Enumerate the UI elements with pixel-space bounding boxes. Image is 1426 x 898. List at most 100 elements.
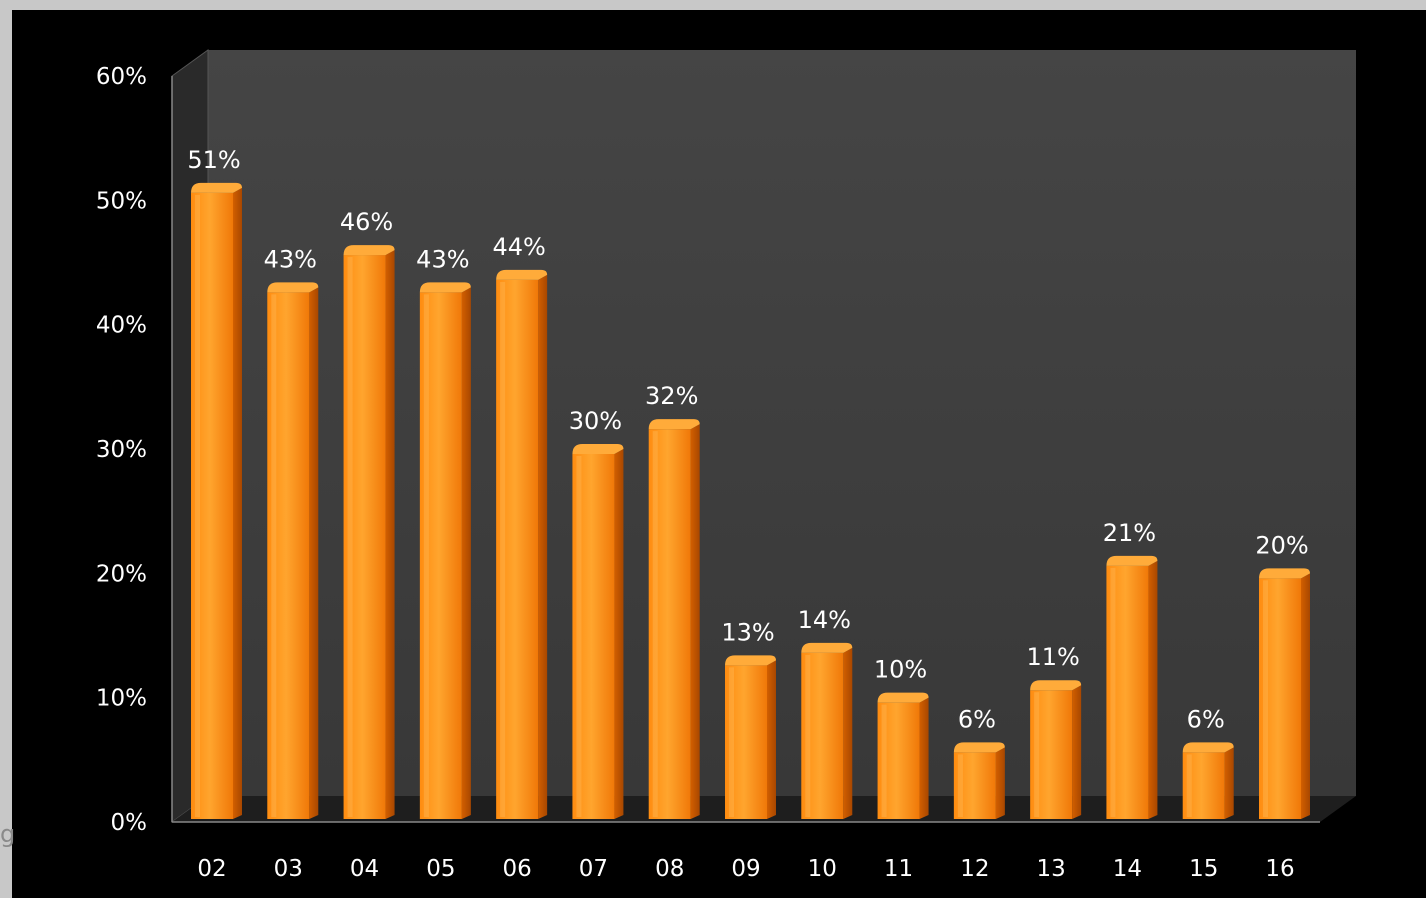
bar-top [267, 282, 319, 293]
bar-front [1182, 752, 1225, 819]
y-tick-label: 0% [111, 810, 148, 836]
bar-top [953, 742, 1005, 753]
bar-top [648, 419, 700, 430]
bar-front [1259, 578, 1301, 819]
x-tick-label: 06 [503, 856, 532, 882]
bar-top [877, 692, 929, 703]
bar-side [995, 747, 1005, 819]
bar-side [1224, 747, 1234, 819]
x-tick-label: 14 [1113, 856, 1142, 882]
bar-highlight [271, 294, 277, 817]
bar-side [385, 250, 395, 820]
bar-side [233, 187, 242, 819]
bar-front [572, 454, 615, 819]
bar-front [1106, 565, 1149, 819]
bar [725, 655, 776, 819]
bar-highlight [652, 431, 658, 817]
bar-front [1030, 690, 1073, 819]
bar-front [648, 429, 691, 819]
bar-highlight [576, 456, 582, 817]
bar-highlight [500, 281, 506, 817]
x-tick-label: 10 [808, 856, 837, 882]
bar-highlight [881, 704, 887, 817]
data-label: 43% [264, 245, 317, 273]
bar-top [572, 444, 624, 454]
bar-side [461, 287, 471, 819]
bar [1259, 568, 1310, 819]
data-label: 6% [1187, 705, 1225, 733]
data-label: 30% [569, 407, 622, 435]
bar-front [267, 292, 310, 819]
bar-highlight [423, 294, 429, 817]
y-tick-label: 60% [96, 64, 147, 90]
bar-side [1148, 560, 1158, 819]
bar [419, 282, 471, 819]
bar-top [1182, 742, 1234, 753]
bar-highlight [1034, 692, 1040, 817]
bar-front [877, 702, 920, 819]
bar-side [538, 274, 548, 819]
x-tick-label: 16 [1265, 856, 1294, 882]
bar-side [843, 647, 853, 819]
data-label: 51% [187, 146, 240, 174]
data-label: 21% [1103, 519, 1156, 547]
bar-front [953, 752, 996, 819]
bar-highlight [1110, 567, 1116, 817]
bar [1030, 680, 1082, 819]
bar-top [191, 182, 242, 193]
x-tick-label: 09 [731, 856, 760, 882]
partial-text: g [0, 820, 16, 848]
bar [648, 419, 700, 819]
bar-side [767, 660, 776, 819]
bar-highlight [1263, 580, 1268, 817]
bar [1106, 555, 1158, 819]
x-tick-label: 07 [579, 856, 608, 882]
x-tick-label: 05 [426, 856, 455, 882]
bar-front [419, 292, 462, 819]
bar-side [614, 449, 624, 819]
x-tick-label: 03 [274, 856, 303, 882]
bar-top [419, 282, 471, 293]
bar-top [496, 269, 548, 280]
x-tick-label: 13 [1037, 856, 1066, 882]
data-label: 46% [340, 208, 393, 236]
bar [191, 182, 242, 819]
bars: 51% 43% 46% 43% 44% 30% 32% 13% 14% 10% 6% 11% 21% 6%… [187, 146, 1310, 820]
bar-top [801, 642, 853, 653]
x-tick-label: 11 [884, 856, 913, 882]
y-tick-label: 50% [96, 188, 147, 214]
bar [1182, 742, 1234, 819]
chart-frame: 0% 10% 20% 30% 40% 50% 60% 51% 43% 46% 43% 44% 30% 3… [12, 10, 1426, 898]
bar-front [343, 255, 386, 820]
y-tick-label: 20% [96, 561, 147, 587]
data-label: 44% [492, 233, 545, 261]
bar-front [725, 665, 767, 819]
bar-top [343, 245, 395, 256]
x-tick-label: 04 [350, 856, 379, 882]
bar [572, 444, 624, 819]
bar-highlight [729, 667, 734, 817]
bar-side [1301, 573, 1310, 819]
back-wall [208, 50, 1356, 796]
bar [343, 245, 395, 820]
x-axis: 02 03 04 05 06 07 08 09 10 11 12 13 14 15 16 [197, 856, 1294, 882]
bar-front [191, 192, 233, 819]
data-label: 32% [645, 382, 698, 410]
bar-top [1259, 568, 1310, 579]
bar-side [919, 697, 929, 819]
bar-highlight [957, 754, 963, 817]
bar [267, 282, 319, 819]
data-label: 20% [1255, 531, 1308, 559]
bar [801, 642, 853, 819]
y-tick-label: 40% [96, 313, 147, 339]
bar-highlight [1186, 754, 1192, 817]
y-tick-label: 30% [96, 437, 147, 463]
bar-chart: 0% 10% 20% 30% 40% 50% 60% 51% 43% 46% 43% 44% 30% 3… [96, 49, 1356, 882]
y-tick-label: 10% [96, 686, 147, 712]
data-label: 6% [958, 705, 996, 733]
bar-top [725, 655, 776, 666]
data-label: 14% [798, 606, 851, 634]
bar-side [309, 287, 319, 819]
bar-highlight [347, 257, 353, 817]
y-axis: 0% 10% 20% 30% 40% 50% 60% [96, 64, 147, 836]
